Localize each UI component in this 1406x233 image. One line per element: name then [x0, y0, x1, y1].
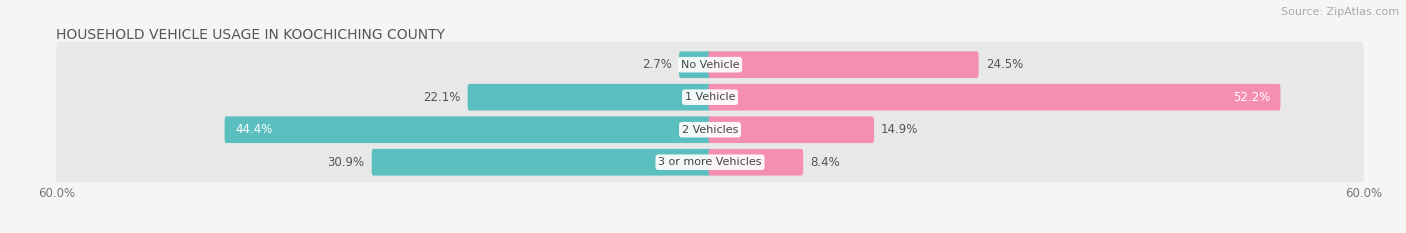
Text: 8.4%: 8.4% [810, 156, 839, 169]
FancyBboxPatch shape [56, 69, 1364, 125]
FancyBboxPatch shape [56, 134, 1364, 190]
Text: 14.9%: 14.9% [882, 123, 918, 136]
Text: 2.7%: 2.7% [643, 58, 672, 71]
FancyBboxPatch shape [679, 51, 711, 78]
Text: 44.4%: 44.4% [235, 123, 273, 136]
FancyBboxPatch shape [709, 51, 979, 78]
FancyBboxPatch shape [709, 116, 875, 143]
Text: HOUSEHOLD VEHICLE USAGE IN KOOCHICHING COUNTY: HOUSEHOLD VEHICLE USAGE IN KOOCHICHING C… [56, 28, 446, 42]
FancyBboxPatch shape [56, 102, 1364, 158]
Text: 3 or more Vehicles: 3 or more Vehicles [658, 157, 762, 167]
FancyBboxPatch shape [225, 116, 711, 143]
FancyBboxPatch shape [709, 84, 1281, 110]
Text: 30.9%: 30.9% [328, 156, 364, 169]
FancyBboxPatch shape [468, 84, 711, 110]
Text: 22.1%: 22.1% [423, 91, 461, 104]
Text: No Vehicle: No Vehicle [681, 60, 740, 70]
FancyBboxPatch shape [371, 149, 711, 175]
Text: 24.5%: 24.5% [986, 58, 1024, 71]
FancyBboxPatch shape [709, 149, 803, 175]
Text: 2 Vehicles: 2 Vehicles [682, 125, 738, 135]
Text: 1 Vehicle: 1 Vehicle [685, 92, 735, 102]
FancyBboxPatch shape [56, 37, 1364, 93]
Text: 52.2%: 52.2% [1233, 91, 1270, 104]
Text: Source: ZipAtlas.com: Source: ZipAtlas.com [1281, 7, 1399, 17]
